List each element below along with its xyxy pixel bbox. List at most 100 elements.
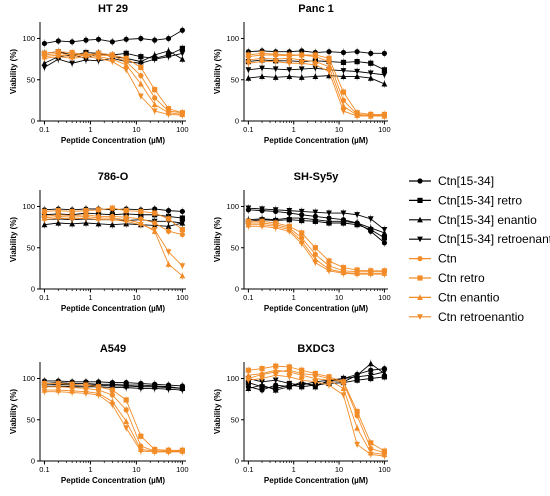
data-point [138,54,144,60]
data-point [368,60,374,66]
data-point [165,35,172,42]
data-point [123,384,130,391]
data-point [83,54,89,60]
x-tick-label: 10 [132,125,140,134]
data-point [152,37,158,43]
y-tick-label: 50 [27,415,35,424]
y-tick-label: 0 [235,117,239,126]
data-point [137,222,144,228]
data-point [367,113,374,120]
data-point [312,245,318,251]
data-point [138,216,144,222]
data-point [179,208,185,215]
data-point [151,101,158,108]
series-line [248,61,385,117]
data-point [151,56,158,63]
data-point [286,214,293,221]
data-point [123,61,130,68]
data-point [41,208,48,215]
data-point [354,374,361,380]
y-tick-label: 0 [235,285,239,294]
data-point [165,249,172,255]
data-point [109,217,116,223]
data-point [55,208,61,214]
x-tick-label: 0.1 [243,293,253,302]
data-point [354,424,361,431]
data-point [165,261,172,267]
series [41,204,185,234]
data-point [381,240,388,246]
y-axis-label: Viability (%) [9,389,18,435]
data-point [367,451,374,458]
data-point [179,112,186,119]
legend-label: Ctn[15-34] retro [438,193,522,207]
legend-marker [417,294,423,300]
data-point [109,402,116,408]
y-tick-label: 50 [231,243,239,252]
data-point [286,380,293,387]
data-point [165,47,172,54]
data-point [326,68,332,75]
data-point [381,453,388,460]
data-point [381,271,388,278]
data-point [298,66,305,73]
chart-panel: HT 29 0 50 100 0.1 1 10 100 Peptide Concentratio… [9,3,189,145]
data-point [123,418,130,424]
series [245,362,388,456]
legend-marker [417,178,423,184]
data-point [272,66,279,73]
legend-item: Ctn[15-34] retro [409,193,522,207]
data-point [137,385,144,392]
data-point [312,370,318,377]
y-tick-label: 100 [226,374,239,383]
data-point [326,377,332,383]
data-point [41,64,48,71]
data-point [326,210,332,217]
data-point [109,387,115,393]
y-axis-label: Viability (%) [9,49,18,95]
y-axis-label: Viability (%) [213,49,222,95]
data-point [272,377,279,384]
data-point [299,48,305,54]
data-point [354,59,360,65]
data-point [179,215,185,221]
data-point [272,386,279,393]
data-point [286,374,293,380]
data-point [298,208,305,215]
x-axis-label: Peptide Concentration (µM) [264,304,369,313]
data-point [123,55,129,61]
data-point [41,40,48,47]
chart-panel: BXDC3 0 50 100 0.1 1 10 100 Peptide Concentratio… [213,343,391,485]
data-point [41,389,48,395]
data-point [151,227,158,233]
data-point [165,208,172,214]
data-point [69,208,75,215]
data-point [354,73,361,80]
data-point [138,64,144,70]
data-point [286,228,293,235]
data-point [272,372,279,379]
series [41,387,186,456]
data-point [381,113,388,120]
data-point [179,27,185,33]
data-point [179,50,186,57]
series-line [44,54,183,115]
data-point [165,449,172,456]
series [245,71,388,88]
data-point [179,56,186,62]
data-point [381,227,388,233]
data-point [299,230,305,236]
data-point [69,60,76,67]
data-point [259,50,265,56]
data-point [138,35,144,42]
y-tick-label: 50 [231,415,239,424]
data-point [340,270,347,277]
data-point [152,206,158,212]
data-point [298,60,305,67]
data-point [367,70,374,77]
chart-panel: Panc 1 0 50 100 0.1 1 10 100 Peptide Concentrati… [213,3,391,145]
data-point [340,68,347,74]
data-point [55,215,62,222]
data-point [165,216,172,222]
